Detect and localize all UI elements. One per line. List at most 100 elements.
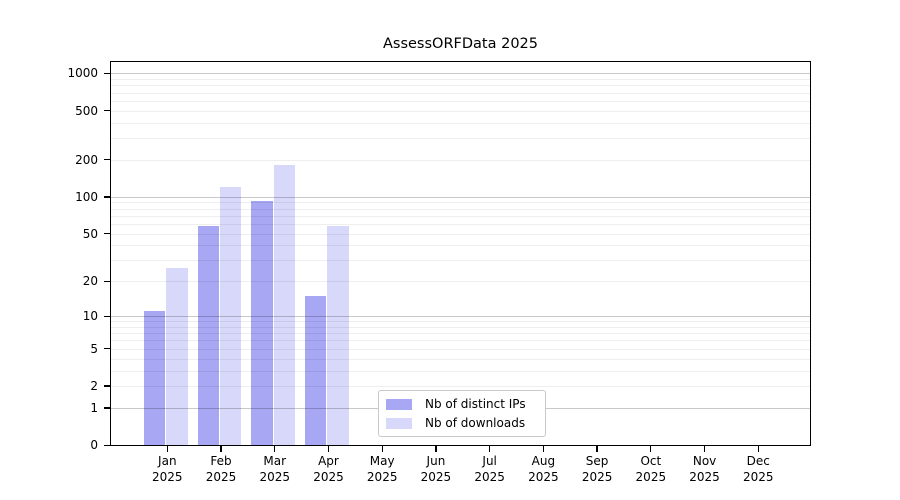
x-tick-label-year: 2025 (635, 470, 667, 484)
legend-swatch-distinct-ips (386, 398, 412, 410)
y-tick-label: 50 (82, 226, 98, 241)
gridline-minor (111, 100, 810, 102)
x-tick-label-month: Jul (482, 454, 497, 468)
x-tick-mark (381, 446, 383, 452)
x-tick-label-year: 2025 (366, 470, 398, 484)
x-tick-label-year: 2025 (205, 470, 237, 484)
x-tick-label: Jan 2025 (135, 453, 199, 485)
x-tick-label: Sep 2025 (565, 453, 629, 485)
x-tick-label: Mar 2025 (243, 453, 307, 485)
x-tick-label: Dec 2025 (726, 453, 790, 485)
gridline-minor (111, 340, 810, 342)
bar-downloads (220, 187, 242, 446)
gridline-minor (111, 321, 810, 323)
bar-downloads (166, 267, 188, 446)
bar-distinct-ips (143, 311, 166, 446)
gridline-minor (111, 386, 810, 388)
y-tick-label: 200 (75, 152, 98, 167)
x-tick-label-month: Jan (158, 454, 177, 468)
x-tick-label: Apr 2025 (296, 453, 360, 485)
gridline-minor (111, 245, 810, 247)
x-tick-label-year: 2025 (313, 470, 344, 484)
gridline-minor (111, 358, 810, 360)
gridline-minor (111, 208, 810, 210)
gridline-minor (111, 122, 810, 124)
y-tick-mark (104, 280, 110, 283)
x-tick-label-year: 2025 (528, 470, 559, 484)
x-tick-mark (703, 446, 706, 452)
legend-item-distinct-ips: Nb of distinct IPs (386, 397, 545, 411)
y-tick-mark (104, 385, 110, 387)
gridline-minor (111, 79, 810, 81)
x-tick-label-year: 2025 (743, 470, 774, 484)
gridline-minor (111, 202, 810, 204)
x-tick-mark (435, 446, 437, 452)
x-tick-label-month: Feb (210, 454, 232, 468)
gridline-minor (111, 326, 810, 328)
x-tick-mark (274, 446, 276, 452)
x-tick-label-month: Jun (426, 454, 446, 468)
y-tick-label: 10 (82, 309, 98, 324)
x-tick-label: Jul 2025 (458, 453, 522, 485)
gridline-minor (111, 110, 810, 112)
bar-distinct-ips (305, 296, 327, 446)
y-tick-label: 100 (75, 189, 98, 204)
gridline-major (111, 196, 810, 198)
gridline-minor (111, 85, 810, 87)
x-tick-label: May 2025 (350, 453, 414, 485)
gridline-major (111, 316, 810, 318)
x-tick-mark (596, 446, 598, 452)
bar-distinct-ips (251, 201, 273, 446)
y-tick-label: 1000 (67, 66, 98, 81)
gridline-minor (111, 333, 810, 335)
legend-label-downloads: Nb of downloads (425, 416, 526, 430)
x-tick-mark (757, 446, 759, 452)
gridline-minor (111, 215, 810, 217)
legend: Nb of distinct IPs Nb of downloads (378, 390, 546, 437)
x-tick-mark (489, 446, 491, 452)
bar-downloads (273, 165, 296, 446)
y-tick-mark (104, 196, 110, 198)
x-tick-label-month: Mar (263, 454, 287, 468)
gridline-minor (111, 159, 810, 161)
y-tick-mark (104, 444, 110, 446)
legend-swatch-downloads (386, 417, 412, 429)
x-tick-label-month: Dec (746, 454, 770, 468)
y-tick-mark (104, 72, 110, 75)
y-tick-label: 2 (90, 379, 98, 394)
gridline-minor (111, 260, 810, 262)
gridline-major (111, 73, 810, 75)
bar-distinct-ips (197, 225, 220, 446)
x-tick-label-year: 2025 (420, 470, 452, 484)
gridline-minor (111, 138, 810, 140)
y-tick-mark (104, 315, 110, 317)
x-tick-label: Aug 2025 (511, 453, 575, 485)
legend-item-downloads: Nb of downloads (386, 416, 545, 430)
y-tick-label: 500 (75, 103, 98, 118)
y-tick-mark (104, 348, 110, 350)
gridline-minor (111, 92, 810, 94)
y-tick-mark (104, 232, 110, 235)
x-tick-label: Feb 2025 (189, 453, 253, 485)
x-tick-label-year: 2025 (152, 470, 183, 484)
x-tick-mark (650, 446, 652, 452)
x-tick-label: Oct 2025 (619, 453, 683, 485)
y-tick-mark (104, 159, 110, 161)
x-tick-label-month: Aug (531, 454, 556, 468)
y-tick-label: 20 (82, 274, 98, 289)
x-tick-label: Nov 2025 (673, 453, 737, 485)
x-tick-label-month: Apr (318, 454, 339, 468)
gridline-minor (111, 233, 810, 235)
chart-title: AssessORFData 2025 (382, 36, 539, 52)
y-tick-label: 0 (90, 438, 98, 453)
y-tick-mark (104, 407, 110, 409)
gridline-minor (111, 223, 810, 225)
x-tick-mark (327, 446, 330, 452)
x-tick-mark (542, 446, 545, 452)
x-tick-mark (166, 446, 168, 452)
x-tick-label-year: 2025 (689, 470, 720, 484)
x-tick-label-month: Nov (692, 454, 717, 468)
bar-downloads (327, 225, 349, 446)
x-tick-label-month: Oct (640, 454, 662, 468)
